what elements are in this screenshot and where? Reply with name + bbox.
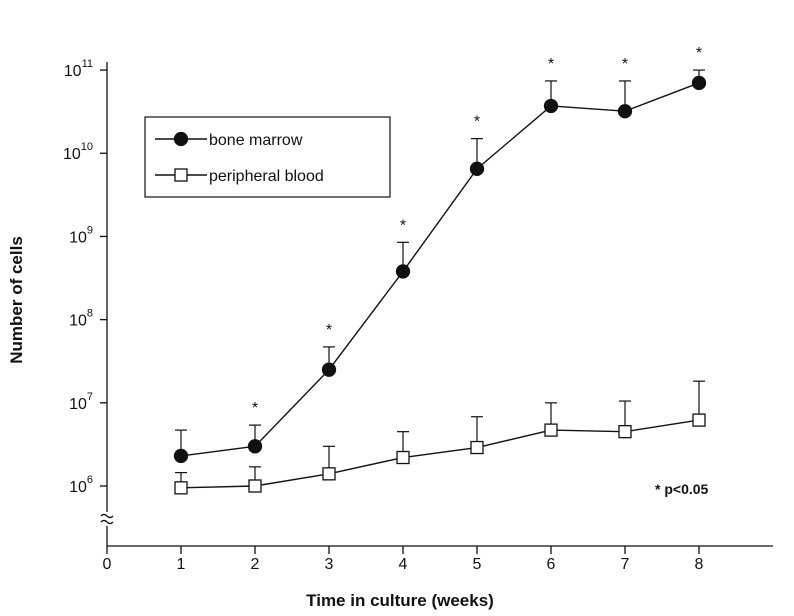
y-tick-label: 1011 — [64, 58, 93, 80]
significance-mark: * — [326, 322, 332, 339]
x-tick-label: 4 — [399, 556, 408, 573]
legend-marker — [174, 168, 188, 182]
marker — [617, 104, 633, 119]
legend-label: bone marrow — [209, 132, 303, 149]
x-tick-label: 3 — [325, 556, 334, 573]
y-tick-exponent: 10 — [81, 141, 93, 153]
marker — [692, 413, 706, 427]
y-tick-label: 1010 — [63, 141, 93, 163]
x-tick-label: 6 — [547, 556, 556, 573]
marker — [396, 450, 410, 465]
significance-mark: * — [252, 400, 258, 417]
y-tick-exponent: 9 — [87, 224, 93, 236]
marker — [691, 75, 707, 91]
y-tick-base: 10 — [64, 63, 82, 80]
x-tick-label: 7 — [621, 556, 630, 573]
y-tick-base: 10 — [69, 229, 87, 246]
marker — [322, 467, 336, 481]
marker — [469, 161, 485, 176]
marker — [248, 479, 262, 493]
marker — [543, 98, 559, 114]
marker — [544, 423, 558, 437]
y-tick-label: 109 — [69, 224, 93, 246]
significance-mark: * — [400, 217, 406, 234]
y-axis-label: Number of cells — [7, 236, 26, 364]
significance-mark: * — [548, 56, 554, 73]
y-tick-base: 10 — [63, 146, 81, 163]
x-tick-label: 0 — [103, 556, 112, 573]
y-tick-base: 10 — [69, 396, 87, 413]
x-tick-label: 8 — [695, 556, 704, 573]
marker — [174, 481, 188, 495]
series-line — [180, 82, 700, 457]
significance-mark: * — [696, 45, 702, 62]
significance-note: * p<0.05 — [655, 481, 709, 497]
x-axis-label: Time in culture (weeks) — [306, 591, 494, 610]
significance-mark: * — [474, 114, 480, 131]
marker — [321, 362, 337, 377]
marker — [173, 448, 189, 464]
y-tick-exponent: 7 — [87, 391, 93, 403]
y-tick-label: 108 — [69, 308, 93, 330]
y-tick-base: 10 — [69, 479, 87, 496]
x-tick-label: 5 — [473, 556, 482, 573]
y-tick-base: 10 — [69, 313, 87, 330]
marker — [247, 439, 263, 454]
legend-label: peripheral blood — [209, 168, 324, 185]
y-tick-exponent: 8 — [87, 308, 93, 320]
marker — [470, 440, 484, 455]
marker — [618, 425, 632, 439]
y-tick-exponent: 6 — [87, 474, 93, 486]
marker — [395, 264, 411, 279]
significance-mark: * — [622, 56, 628, 73]
y-tick-exponent: 11 — [82, 58, 93, 70]
series-line — [180, 419, 700, 489]
legend-marker — [173, 131, 189, 147]
x-tick-label: 2 — [251, 556, 260, 573]
y-tick-label: 106 — [69, 474, 93, 496]
axis-break — [100, 513, 114, 525]
legend-box — [144, 116, 391, 198]
x-tick-label: 1 — [177, 556, 186, 573]
y-tick-label: 107 — [69, 391, 93, 413]
